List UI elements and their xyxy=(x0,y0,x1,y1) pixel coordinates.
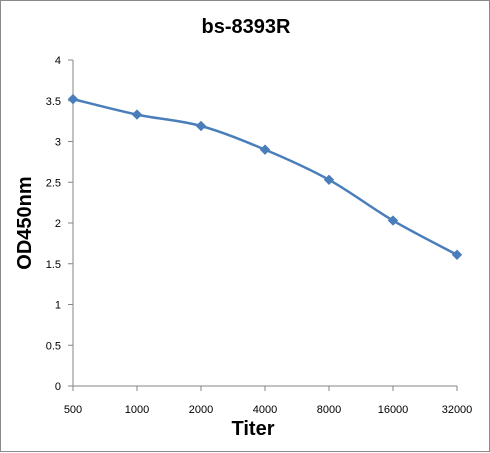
y-tick-label: 0 xyxy=(55,381,61,393)
y-axis-title: OD450nm xyxy=(14,176,36,269)
series-line xyxy=(72,97,458,256)
x-tick-label: 16000 xyxy=(378,404,409,416)
data-point xyxy=(195,120,207,132)
data-point xyxy=(67,93,79,105)
data-point xyxy=(323,174,335,186)
data-point xyxy=(387,215,399,226)
data-point xyxy=(131,109,143,120)
plot-area: 0 0.5 1 1.5 2 2.5 3 3.5 4 500 1000 2000 4000 8000 1600… xyxy=(46,55,473,416)
x-axis-title: Titer xyxy=(232,418,275,440)
x-tick-label: 1000 xyxy=(125,404,149,416)
chart-title: bs-8393R xyxy=(202,16,291,38)
x-tick-label: 4000 xyxy=(253,404,277,416)
y-tick-label: 0.5 xyxy=(46,340,61,352)
x-tick-label: 2000 xyxy=(189,404,213,416)
y-tick-label: 4 xyxy=(55,55,61,67)
x-tick-label: 32000 xyxy=(442,404,473,416)
y-tick-label: 2.5 xyxy=(46,177,61,189)
data-point xyxy=(451,249,463,260)
y-tick-label: 1 xyxy=(55,300,61,312)
x-tick-label: 500 xyxy=(64,404,82,416)
y-tick-label: 3 xyxy=(55,137,61,149)
y-tick-label: 3.5 xyxy=(46,96,61,108)
x-tick-label: 8000 xyxy=(317,404,341,416)
y-tick-label: 1.5 xyxy=(46,259,61,271)
data-point xyxy=(259,144,271,155)
y-tick-label: 2 xyxy=(55,218,61,230)
